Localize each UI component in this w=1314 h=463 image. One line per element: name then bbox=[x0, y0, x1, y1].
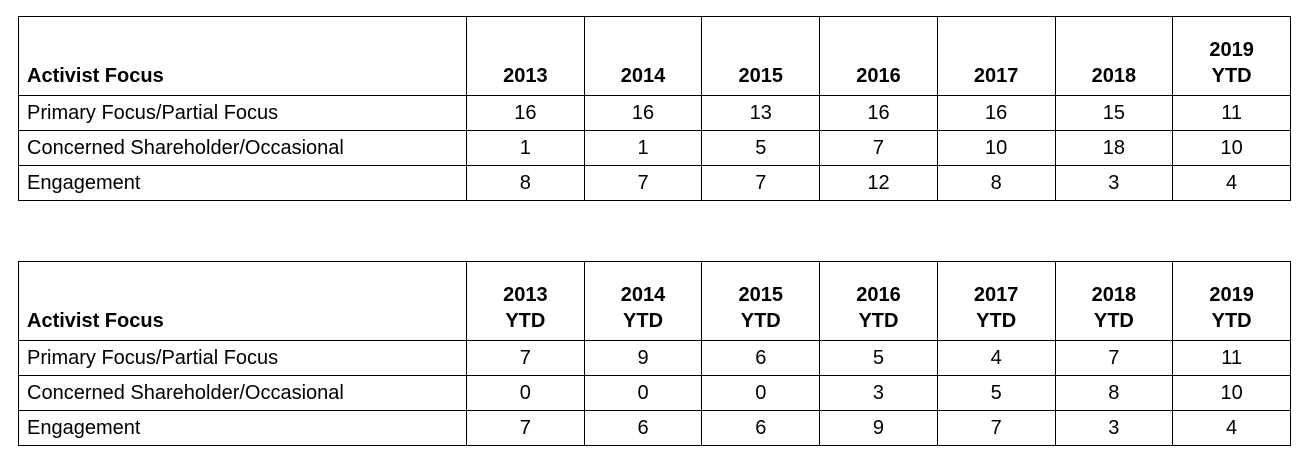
header-cell: 2015 bbox=[701, 16, 821, 96]
value-cell: 6 bbox=[701, 340, 821, 376]
data-row: Primary Focus/Partial Focus 7 9 6 5 4 7 11 bbox=[18, 340, 1291, 376]
value-cell: 10 bbox=[936, 130, 1056, 166]
header-cell: 2018 bbox=[1054, 16, 1174, 96]
value-cell: 7 bbox=[936, 410, 1056, 446]
value-cell: 4 bbox=[1172, 410, 1291, 446]
value-cell: 3 bbox=[1054, 165, 1174, 201]
value-cell: 3 bbox=[1054, 410, 1174, 446]
value-cell: 7 bbox=[583, 165, 703, 201]
header-cell: 2017 bbox=[936, 16, 1056, 96]
value-cell: 16 bbox=[936, 95, 1056, 131]
value-cell: 5 bbox=[819, 340, 938, 376]
header-cell: 2016 YTD bbox=[819, 261, 938, 341]
value-cell: 5 bbox=[936, 375, 1056, 411]
data-table: Activist Focus 2013 2014 2015 2016 2017 2018 20… bbox=[18, 16, 1291, 201]
header-cell: 2019 YTD bbox=[1172, 261, 1291, 341]
data-row: Engagement 8 7 7 12 8 3 4 bbox=[18, 165, 1291, 201]
value-cell: 12 bbox=[819, 165, 938, 201]
value-cell: 1 bbox=[583, 130, 703, 166]
value-cell: 15 bbox=[1054, 95, 1174, 131]
header-cell: 2014 YTD bbox=[583, 261, 703, 341]
header-cell: 2013 YTD bbox=[466, 261, 585, 341]
data-row: Engagement 7 6 6 9 7 3 4 bbox=[18, 410, 1291, 446]
header-cell: 2019 YTD bbox=[1172, 16, 1291, 96]
value-cell: 8 bbox=[936, 165, 1056, 201]
data-row: Concerned Shareholder/Occasional 0 0 0 3 5 8 10 bbox=[18, 375, 1291, 411]
value-cell: 8 bbox=[1054, 375, 1174, 411]
header-cell: 2016 bbox=[819, 16, 938, 96]
header-cell: Activist Focus bbox=[18, 261, 467, 341]
value-cell: 6 bbox=[701, 410, 821, 446]
value-cell: 4 bbox=[1172, 165, 1291, 201]
header-row: Activist Focus 2013 YTD 2014 YTD 2015 YTD 20… bbox=[18, 261, 1291, 341]
value-cell: 8 bbox=[466, 165, 585, 201]
row-label: Concerned Shareholder/Occasional bbox=[18, 130, 467, 166]
row-label: Concerned Shareholder/Occasional bbox=[18, 375, 467, 411]
value-cell: 0 bbox=[701, 375, 821, 411]
value-cell: 18 bbox=[1054, 130, 1174, 166]
value-cell: 11 bbox=[1172, 95, 1291, 131]
header-cell: 2014 bbox=[583, 16, 703, 96]
value-cell: 0 bbox=[583, 375, 703, 411]
value-cell: 10 bbox=[1172, 375, 1291, 411]
data-row: Primary Focus/Partial Focus 16 16 13 16 16 15 1… bbox=[18, 95, 1291, 131]
header-cell: 2018 YTD bbox=[1054, 261, 1174, 341]
value-cell: 6 bbox=[583, 410, 703, 446]
value-cell: 16 bbox=[819, 95, 938, 131]
header-cell: Activist Focus bbox=[18, 16, 467, 96]
value-cell: 0 bbox=[466, 375, 585, 411]
value-cell: 9 bbox=[583, 340, 703, 376]
value-cell: 10 bbox=[1172, 130, 1291, 166]
value-cell: 7 bbox=[466, 340, 585, 376]
header-row: Activist Focus 2013 2014 2015 2016 2017 2018 20… bbox=[18, 16, 1291, 96]
value-cell: 7 bbox=[1054, 340, 1174, 376]
value-cell: 9 bbox=[819, 410, 938, 446]
value-cell: 3 bbox=[819, 375, 938, 411]
row-label: Primary Focus/Partial Focus bbox=[18, 95, 467, 131]
value-cell: 13 bbox=[701, 95, 821, 131]
row-label: Engagement bbox=[18, 410, 467, 446]
data-row: Concerned Shareholder/Occasional 1 1 5 7 10 18… bbox=[18, 130, 1291, 166]
value-cell: 16 bbox=[466, 95, 585, 131]
value-cell: 5 bbox=[701, 130, 821, 166]
value-cell: 7 bbox=[466, 410, 585, 446]
value-cell: 4 bbox=[936, 340, 1056, 376]
header-cell: 2013 bbox=[466, 16, 585, 96]
row-label: Primary Focus/Partial Focus bbox=[18, 340, 467, 376]
value-cell: 7 bbox=[701, 165, 821, 201]
header-cell: 2017 YTD bbox=[936, 261, 1056, 341]
data-table: Activist Focus 2013 YTD 2014 YTD 2015 YTD 20… bbox=[18, 261, 1291, 446]
row-label: Engagement bbox=[18, 165, 467, 201]
value-cell: 7 bbox=[819, 130, 938, 166]
value-cell: 11 bbox=[1172, 340, 1291, 376]
value-cell: 16 bbox=[583, 95, 703, 131]
header-cell: 2015 YTD bbox=[701, 261, 821, 341]
value-cell: 1 bbox=[466, 130, 585, 166]
